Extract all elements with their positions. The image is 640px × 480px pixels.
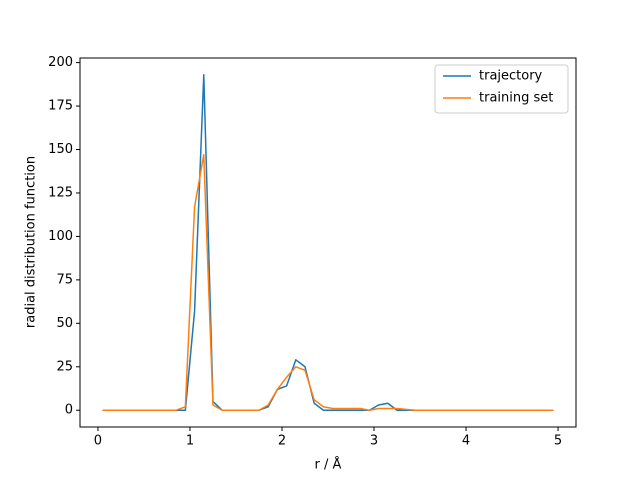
y-tick-label: 175 (48, 99, 73, 114)
x-tick-label: 3 (370, 434, 378, 449)
legend: trajectory training set (434, 64, 569, 114)
y-tick-label: 150 (48, 142, 73, 157)
legend-label: training set (479, 91, 553, 106)
legend-box (434, 64, 569, 114)
y-tick-label: 75 (56, 272, 73, 287)
x-tick-label: 5 (554, 434, 562, 449)
line (102, 153, 554, 411)
x-axis-label: r / Å (315, 457, 342, 473)
x-tick-label: 2 (278, 434, 286, 449)
y-tick-label: 0 (65, 403, 73, 418)
y-tick-label: 100 (48, 229, 73, 244)
y-tick-label: 25 (56, 359, 73, 374)
axes-frame (79, 57, 577, 428)
y-tick-label: 50 (56, 316, 73, 331)
legend-label: trajectory (479, 69, 543, 84)
y-axis-label: radial distribution function (24, 156, 39, 328)
y-tick-label: 125 (48, 185, 73, 200)
y-tick-label: 200 (48, 55, 73, 70)
x-tick-label: 0 (94, 434, 102, 449)
x-tick-label: 4 (462, 434, 470, 449)
x-tick-label: 1 (186, 434, 194, 449)
